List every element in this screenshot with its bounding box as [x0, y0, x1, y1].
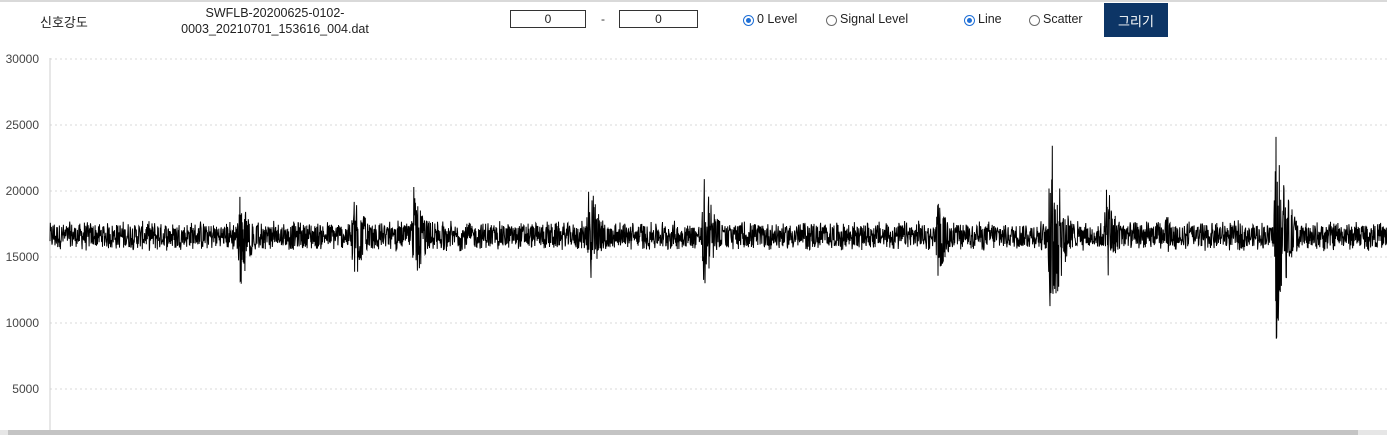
horizontal-scrollbar[interactable] — [0, 430, 1387, 435]
radio-zero-level[interactable]: 0 Level — [743, 12, 797, 26]
signal-chart: 5000 10000 15000 20000 25000 30000 — [6, 52, 1387, 430]
radio-line-label: Line — [978, 12, 1002, 26]
radio-button-icon[interactable] — [743, 14, 754, 26]
y-axis-ticks: 5000 10000 15000 20000 25000 30000 — [6, 52, 40, 396]
y-tick-label: 20000 — [6, 184, 40, 198]
signal-series-line — [49, 136, 1387, 339]
draw-button[interactable]: 그리기 — [1104, 3, 1168, 37]
file-name: SWFLB-20200625-0102-0003_20210701_153616… — [181, 6, 369, 36]
scrollbar-thumb[interactable] — [8, 430, 1358, 435]
range-start-input[interactable] — [510, 10, 586, 28]
radio-signal-level[interactable]: Signal Level — [826, 12, 908, 26]
radio-line[interactable]: Line — [964, 12, 1002, 26]
y-tick-label: 10000 — [6, 316, 40, 330]
radio-zero-level-label: 0 Level — [757, 12, 798, 26]
y-tick-label: 25000 — [6, 118, 40, 132]
radio-button-icon[interactable] — [964, 14, 975, 26]
y-tick-label: 30000 — [6, 52, 40, 66]
radio-signal-level-label: Signal Level — [840, 12, 909, 26]
range-end-input[interactable] — [619, 10, 698, 28]
y-tick-label: 5000 — [12, 382, 39, 396]
radio-button-icon[interactable] — [826, 14, 837, 26]
signal-strength-label: 신호강도 — [40, 15, 88, 30]
radio-scatter[interactable]: Scatter — [1029, 12, 1083, 26]
range-separator: - — [601, 12, 605, 26]
radio-button-icon[interactable] — [1029, 14, 1040, 26]
radio-scatter-label: Scatter — [1043, 12, 1083, 26]
top-border — [0, 0, 1387, 2]
y-tick-label: 15000 — [6, 250, 40, 264]
